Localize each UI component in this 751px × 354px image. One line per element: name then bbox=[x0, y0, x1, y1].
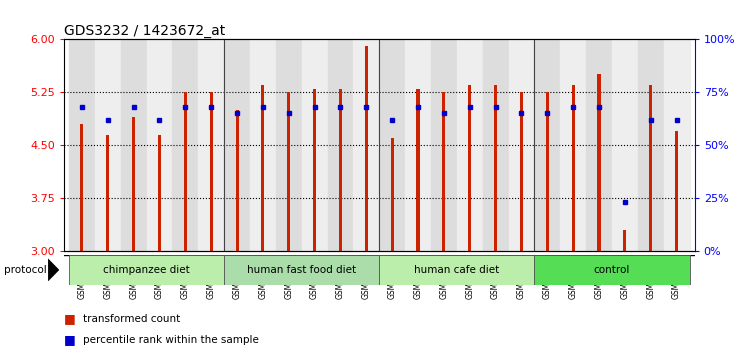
Bar bbox=[339, 88, 342, 251]
Bar bbox=[236, 110, 239, 251]
Text: chimpanzee diet: chimpanzee diet bbox=[103, 265, 190, 275]
Bar bbox=[391, 138, 394, 251]
Bar bbox=[417, 88, 420, 251]
Text: human fast food diet: human fast food diet bbox=[247, 265, 356, 275]
Bar bbox=[638, 39, 664, 251]
Bar bbox=[442, 92, 445, 251]
Bar bbox=[69, 255, 224, 285]
Text: percentile rank within the sample: percentile rank within the sample bbox=[83, 335, 258, 345]
Bar bbox=[535, 39, 560, 251]
Bar bbox=[468, 85, 472, 251]
Text: ■: ■ bbox=[64, 312, 76, 325]
Bar bbox=[250, 39, 276, 251]
Bar bbox=[106, 135, 110, 251]
Bar bbox=[546, 92, 549, 251]
Bar bbox=[535, 255, 689, 285]
Bar bbox=[365, 46, 368, 251]
Bar bbox=[95, 39, 121, 251]
Bar bbox=[80, 124, 83, 251]
Bar bbox=[379, 39, 405, 251]
Bar bbox=[675, 131, 678, 251]
Bar bbox=[623, 230, 626, 251]
Bar bbox=[287, 92, 291, 251]
Bar bbox=[560, 39, 586, 251]
Polygon shape bbox=[48, 258, 59, 281]
Bar bbox=[184, 92, 187, 251]
Text: human cafe diet: human cafe diet bbox=[415, 265, 499, 275]
Bar bbox=[572, 85, 575, 251]
Bar bbox=[261, 85, 264, 251]
Bar bbox=[146, 39, 173, 251]
Bar bbox=[649, 85, 653, 251]
Bar bbox=[224, 255, 379, 285]
Bar bbox=[586, 39, 612, 251]
Bar bbox=[664, 39, 689, 251]
Bar bbox=[431, 39, 457, 251]
Bar bbox=[210, 92, 213, 251]
Bar bbox=[158, 135, 161, 251]
Text: transformed count: transformed count bbox=[83, 314, 179, 324]
Bar bbox=[612, 39, 638, 251]
Bar bbox=[598, 74, 601, 251]
Bar bbox=[198, 39, 224, 251]
Bar bbox=[121, 39, 146, 251]
Bar bbox=[405, 39, 431, 251]
Bar bbox=[354, 39, 379, 251]
Text: ■: ■ bbox=[64, 333, 76, 346]
Text: GDS3232 / 1423672_at: GDS3232 / 1423672_at bbox=[64, 24, 225, 38]
Bar bbox=[508, 39, 535, 251]
Bar bbox=[69, 39, 95, 251]
Bar bbox=[132, 117, 135, 251]
Bar bbox=[224, 39, 250, 251]
Text: control: control bbox=[594, 265, 630, 275]
Bar bbox=[494, 85, 497, 251]
Bar bbox=[520, 92, 523, 251]
Bar bbox=[457, 39, 483, 251]
Bar bbox=[327, 39, 354, 251]
Bar bbox=[302, 39, 327, 251]
Bar bbox=[313, 88, 316, 251]
Bar bbox=[483, 39, 508, 251]
Bar bbox=[173, 39, 198, 251]
Bar bbox=[276, 39, 302, 251]
Bar bbox=[379, 255, 535, 285]
Text: protocol: protocol bbox=[4, 265, 47, 275]
